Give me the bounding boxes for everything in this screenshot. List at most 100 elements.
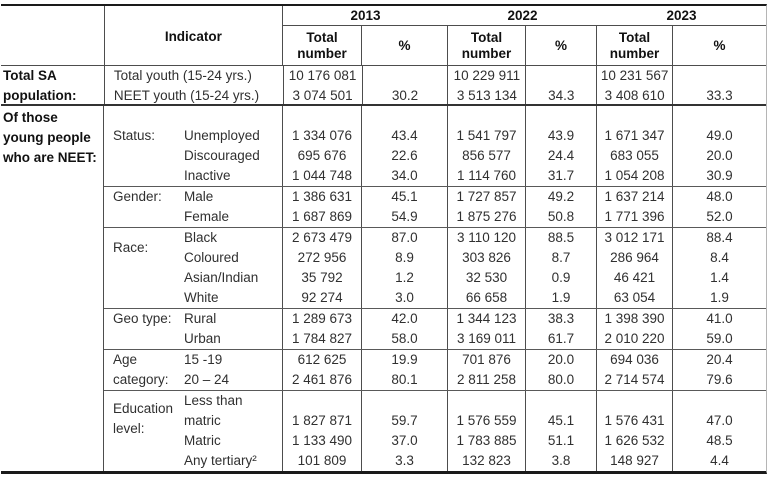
percent-cell: 1.9: [551, 290, 571, 305]
column-2023-total: 1 637 214 1 771 396: [597, 187, 673, 227]
indicator-item: Female: [184, 209, 230, 224]
item-column: Rural Urban: [183, 309, 283, 349]
value-cell: 63 054: [613, 290, 656, 305]
year-group-2022: 2022 Total number %: [448, 6, 597, 66]
column-2022-percent: 34.3: [526, 66, 598, 104]
total-number-header-2013: Total number: [283, 26, 362, 66]
item-column: 15 -19 20 – 24: [183, 350, 283, 390]
value-cell: 1 044 748: [291, 168, 353, 183]
percent-cell: 48.5: [706, 433, 733, 448]
indicator-item: Inactive: [184, 168, 231, 183]
percent-cell: 49.0: [706, 128, 733, 143]
value-cell: 694 036: [610, 352, 659, 367]
item-column: Unemployed Discouraged Inactive: [183, 106, 283, 186]
value-cell: 2 714 574: [604, 372, 665, 387]
percent-cell: 1.2: [395, 270, 414, 285]
total-number-header-2023: Total number: [597, 26, 673, 66]
percent-cell: 24.4: [547, 148, 575, 163]
column-2013-total: 1 334 076 695 676 1 044 748: [283, 106, 362, 186]
column-2022-percent: 20.0 80.0: [526, 350, 597, 390]
percent-cell: 87.0: [391, 230, 418, 245]
indicator-item: Unemployed: [184, 128, 260, 143]
value-cell: 1 576 431: [604, 413, 665, 428]
value-cell: 1 626 532: [604, 433, 665, 448]
percent-cell: 88.5: [547, 230, 575, 245]
value-cell: 32 530: [465, 270, 508, 285]
percent-cell: 34.3: [548, 88, 575, 103]
percent-cell: 30.2: [391, 88, 419, 103]
value-cell: 1 344 123: [456, 311, 517, 326]
indicator-column: Total youth (15-24 yrs.) NEET youth (15-…: [105, 66, 284, 104]
year-header-2023: 2023: [597, 6, 766, 26]
percent-cell: 41.0: [706, 311, 733, 326]
value-cell: 3 074 501: [292, 88, 353, 103]
value-cell: 1 576 559: [456, 413, 517, 428]
percent-cell: 47.0: [706, 413, 733, 428]
column-2022-total: 3 110 120 303 826 32 530 66 658: [448, 228, 526, 308]
value-cell: 1 541 797: [456, 128, 517, 143]
percent-header-2022: %: [526, 26, 597, 66]
item-column: Male Female: [183, 187, 283, 227]
value-cell: 2 010 220: [604, 331, 665, 346]
percent-cell: 33.3: [706, 88, 733, 103]
column-2022-percent: 49.2 50.8: [526, 187, 597, 227]
indicator-item-text: Less than matric: [184, 393, 243, 428]
percent-cell: 51.1: [547, 433, 575, 448]
indicator-item: Urban: [184, 331, 221, 346]
percent-cell: 37.0: [391, 433, 418, 448]
column-2022-total: 1 344 123 3 169 011: [448, 309, 526, 349]
column-2013-percent: 42.0 58.0: [362, 309, 448, 349]
value-cell: 1 671 347: [604, 128, 665, 143]
percent-cell: 30.9: [706, 168, 733, 183]
value-cell: 1 386 631: [291, 189, 353, 204]
percent-cell: 8.4: [710, 250, 729, 265]
category-label: Age category:: [113, 352, 169, 387]
corner-cell: [1, 6, 105, 66]
value-cell: 1 054 208: [604, 168, 665, 183]
value-cell: 3 110 120: [456, 230, 517, 245]
value-cell: 1 114 760: [456, 168, 517, 183]
value-cell: 856 577: [462, 148, 511, 163]
percent-header-2023: %: [713, 38, 726, 53]
value-cell: 3 408 610: [604, 88, 665, 103]
value-cell: 1 827 871: [291, 413, 353, 428]
indicator-item: Rural: [184, 311, 217, 326]
year-header-2022: 2022: [448, 6, 597, 26]
category-label: Status:: [113, 128, 156, 143]
value-cell: 1 875 276: [456, 209, 517, 224]
percent-cell: 52.0: [706, 209, 733, 224]
column-2023-percent: 88.4 8.4 1.4 1.9: [673, 228, 766, 308]
value-cell: 1 783 885: [456, 433, 517, 448]
percent-cell: 20.4: [706, 352, 733, 367]
value-cell: 1 637 214: [604, 189, 665, 204]
subsection-geo-type: Geo type: Rural Urban 1 289 673 1 784 82…: [104, 309, 766, 350]
column-2023-percent: 48.0 52.0: [673, 187, 766, 227]
value-cell: 303 826: [462, 250, 511, 265]
indicator-item: Black: [184, 230, 218, 245]
percent-cell: 50.8: [547, 209, 575, 224]
percent-header-2013: %: [362, 26, 448, 66]
value-cell: 1 687 869: [291, 209, 353, 224]
neet-breakdown-body: Status: Unemployed Discouraged Inactive …: [104, 106, 766, 471]
category-label: Geo type:: [113, 311, 172, 326]
percent-cell: [363, 66, 448, 86]
percent-cell: 59.0: [706, 331, 733, 346]
row-group-label-line: Total SA: [3, 68, 57, 83]
percent-cell: 59.7: [391, 413, 418, 428]
indicator-item: Matric: [184, 433, 221, 448]
value-cell: 683 055: [610, 148, 659, 163]
column-2023-percent: 20.4 79.6: [673, 350, 766, 390]
subsection-age-category: Age category: 15 -19 20 – 24 612 625 2 4…: [104, 350, 766, 391]
value-cell: 1 727 857: [456, 189, 517, 204]
value-cell: 10 229 911: [453, 68, 521, 83]
percent-cell: 20.0: [547, 352, 575, 367]
column-2013-percent: 59.7 37.0 3.3: [362, 391, 448, 471]
section-neet-breakdown: Of those young people who are NEET: Stat…: [1, 106, 766, 471]
year-group-2023: 2023 Total number %: [597, 6, 766, 66]
year-header-2013: 2013: [283, 6, 448, 26]
column-2023-percent: 49.0 20.0 30.9: [673, 106, 766, 186]
value-cell: 3 169 011: [456, 331, 517, 346]
row-group-label: Total SA population:: [1, 66, 105, 104]
indicator-item: 15 -19: [184, 352, 223, 367]
value-cell: 1 771 396: [604, 209, 665, 224]
